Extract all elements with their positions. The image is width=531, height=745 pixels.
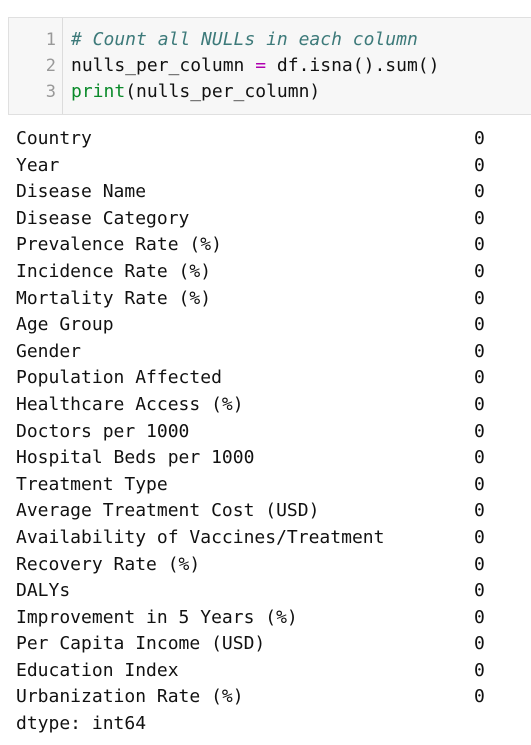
output-row: Age Group 0 — [16, 312, 516, 339]
output-row: Education Index 0 — [16, 658, 516, 685]
output-row: Improvement in 5 Years (%) 0 — [16, 605, 516, 632]
null-count: 0 — [474, 260, 485, 282]
null-count: 0 — [474, 420, 485, 442]
output-row: Year 0 — [16, 153, 516, 180]
null-count: 0 — [474, 686, 485, 708]
output-row: Per Capita Income (USD) 0 — [16, 631, 516, 658]
code-token-op: = — [255, 55, 267, 76]
output-row: DALYs 0 — [16, 578, 516, 605]
column-name: Country — [16, 128, 92, 149]
output-row: Recovery Rate (%) 0 — [16, 552, 516, 579]
output-row: Prevalence Rate (%) 0 — [16, 232, 516, 259]
null-count: 0 — [474, 181, 485, 203]
column-name: Hospital Beds per 1000 — [16, 447, 255, 469]
output-row: Disease Name 0 — [16, 179, 516, 206]
output-row: Average Treatment Cost (USD) 0 — [16, 498, 516, 525]
column-name: Age Group — [16, 314, 114, 336]
column-name: Per Capita Income (USD) — [16, 633, 266, 655]
column-name: Incidence Rate (%) — [16, 260, 212, 282]
output-row: Availability of Vaccines/Treatment 0 — [16, 525, 516, 552]
dtype-line: dtype: int64 — [16, 713, 147, 735]
null-count: 0 — [474, 287, 485, 309]
column-name: Improvement in 5 Years (%) — [16, 606, 298, 628]
null-count: 0 — [474, 128, 485, 149]
null-count: 0 — [474, 553, 485, 575]
null-count: 0 — [474, 500, 485, 522]
column-name: Year — [16, 154, 60, 176]
null-count: 0 — [474, 526, 485, 548]
null-count: 0 — [474, 393, 485, 415]
output-row: Doctors per 1000 0 — [16, 419, 516, 446]
null-count: 0 — [474, 473, 485, 495]
null-count: 0 — [474, 154, 485, 176]
output-row: Incidence Rate (%) 0 — [16, 259, 516, 286]
null-count: 0 — [474, 606, 485, 628]
null-count: 0 — [474, 207, 485, 229]
line-number: 3 — [45, 82, 56, 102]
null-count: 0 — [474, 314, 485, 336]
column-name: Availability of Vaccines/Treatment — [16, 526, 385, 548]
null-count: 0 — [474, 340, 485, 362]
null-count: 0 — [474, 633, 485, 655]
output-row: Urbanization Rate (%) 0 — [16, 684, 516, 711]
null-count: 0 — [474, 234, 485, 256]
column-name: Doctors per 1000 — [16, 420, 190, 442]
output-row: Country 0 — [16, 126, 516, 153]
code-cell[interactable]: 1 # Count all NULLs in each column 2 nulls_… — [8, 17, 531, 115]
code-token-plain: nulls_per_column — [71, 55, 256, 76]
column-name: Recovery Rate (%) — [16, 553, 201, 575]
line-number-gutter — [9, 18, 63, 114]
column-name: Treatment Type — [16, 473, 168, 495]
column-name: Urbanization Rate (%) — [16, 686, 244, 708]
code-token-comment: # Count all NULLs in each column — [71, 29, 418, 50]
output-row: Disease Category 0 — [16, 206, 516, 233]
output-row: Healthcare Access (%) 0 — [16, 392, 516, 419]
code-token-plain: (nulls_per_column) — [125, 81, 321, 102]
column-name: Education Index — [16, 659, 179, 681]
column-name: Disease Category — [16, 207, 190, 229]
code-token-plain: df.isna().sum() — [266, 55, 440, 76]
column-name: Population Affected — [16, 367, 222, 389]
column-name: Disease Name — [16, 181, 147, 203]
cell-output: Country 0 Year 0 Disease Name 0 Disease Catego… — [16, 126, 516, 738]
output-row: Treatment Type 0 — [16, 472, 516, 499]
null-count: 0 — [474, 580, 485, 602]
line-number: 2 — [45, 56, 56, 76]
code-text[interactable]: nulls_per_column = df.isna().sum() — [71, 53, 439, 79]
null-count: 0 — [474, 367, 485, 389]
column-name: Mortality Rate (%) — [16, 287, 212, 309]
output-row: Mortality Rate (%) 0 — [16, 286, 516, 313]
null-count: 0 — [474, 447, 485, 469]
line-number: 1 — [45, 30, 56, 50]
code-text[interactable]: # Count all NULLs in each column — [71, 27, 418, 53]
code-text[interactable]: print(nulls_per_column) — [71, 79, 320, 105]
column-name: Average Treatment Cost (USD) — [16, 500, 320, 522]
output-row: Hospital Beds per 1000 0 — [16, 445, 516, 472]
output-row: Population Affected 0 — [16, 365, 516, 392]
column-name: Prevalence Rate (%) — [16, 234, 222, 256]
output-row: Gender 0 — [16, 339, 516, 366]
column-name: Healthcare Access (%) — [16, 393, 244, 415]
code-token-kw-func: print — [71, 81, 126, 102]
column-name: Gender — [16, 340, 82, 362]
null-count: 0 — [474, 659, 485, 681]
column-name: DALYs — [16, 580, 71, 602]
